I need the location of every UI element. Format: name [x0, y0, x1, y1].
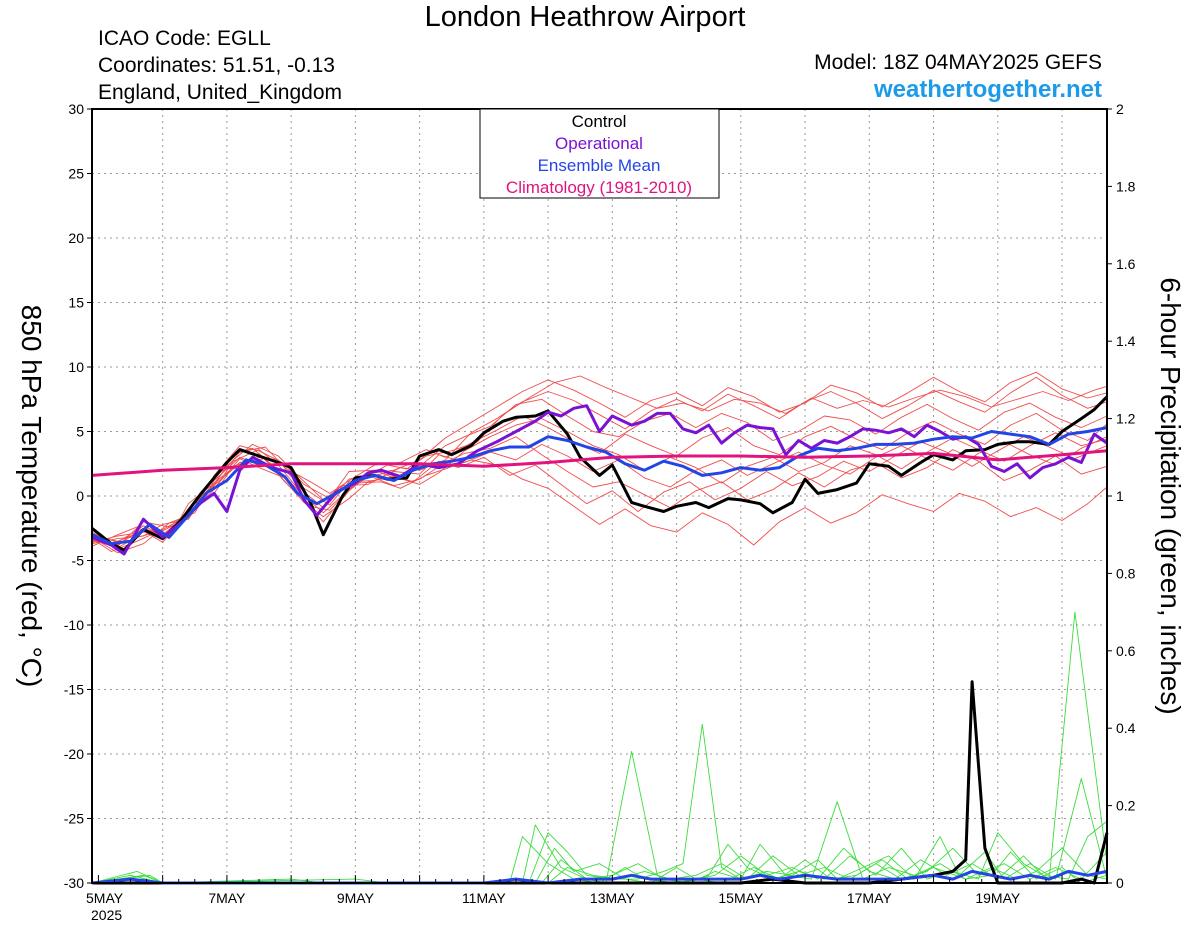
ensemble-member-precip-line: [91, 836, 1108, 884]
y-tick-label: -30: [64, 875, 84, 891]
icao-code: ICAO Code: EGLL: [98, 27, 271, 50]
y2-tick-label: 1.8: [1116, 178, 1136, 194]
y2-tick-label: 0.8: [1116, 565, 1136, 581]
legend-box: [479, 108, 720, 199]
legend: Control Operational Ensemble Mean Climatolo…: [479, 108, 720, 199]
control-temp-line: [91, 395, 1109, 552]
x-tick-label: 13MAY: [590, 890, 636, 906]
y-tick-label: 10: [68, 359, 84, 375]
y2-tick-label: 1.4: [1116, 333, 1136, 349]
y-tick-label: -25: [64, 811, 84, 827]
region-name: England, United_Kingdom: [98, 81, 343, 104]
y-tick-label: -10: [64, 617, 84, 633]
legend-entry: Operational: [555, 134, 643, 153]
operational-temp-line: [91, 404, 1108, 556]
model-run: Model: 18Z 04MAY2025 GEFS: [814, 51, 1102, 74]
y-tick-label: 30: [68, 101, 84, 117]
y-tick-label: 20: [68, 230, 84, 246]
x-tick-label: 17MAY: [847, 890, 893, 906]
coordinates: Coordinates: 51.51, -0.13: [98, 54, 335, 77]
chart-title: London Heathrow Airport: [424, 1, 746, 33]
y-tick-label: 5: [76, 424, 84, 440]
climatology-line: [91, 449, 1108, 477]
x-tick-label: 11MAY: [462, 890, 506, 906]
y2-tick-label: 1: [1116, 488, 1124, 504]
y2-tick-label: 1.2: [1116, 411, 1136, 427]
y2-tick-label: 0.4: [1116, 720, 1136, 736]
ensemble-member-temp-line: [91, 436, 1108, 546]
legend-entry: Ensemble Mean: [538, 156, 661, 175]
ensemble-member-precip-line: [91, 723, 1108, 884]
y-axis-label-left: 850 hPa Temperature (red, °C): [16, 304, 47, 688]
x-tick-label: 9MAY: [337, 890, 375, 906]
ensemble-member-temp-line: [91, 398, 1108, 547]
x-tick-sublabel: 2025: [91, 907, 122, 923]
ensemble-member-temp-line: [91, 436, 1108, 549]
control-precip-line: [92, 680, 1109, 885]
y2-tick-label: 0: [1116, 875, 1124, 891]
y-tick-label: -5: [72, 553, 85, 569]
y-tick-label: 0: [76, 488, 84, 504]
ensemble-member-temp-line: [91, 375, 1108, 552]
y-tick-label: 15: [68, 295, 84, 311]
y-tick-label: -20: [64, 746, 84, 762]
y-axis-label-right: 6-hour Precipitation (green, inches): [1155, 277, 1186, 715]
site-link[interactable]: weathertogether.net: [873, 76, 1102, 103]
ensemble-member-temp-line: [91, 458, 1108, 546]
legend-entry: Climatology (1981-2010): [506, 178, 692, 197]
ensemble-member-precip-line: [91, 820, 1108, 884]
y-tick-label: -15: [64, 682, 84, 698]
y2-tick-label: 1.6: [1116, 256, 1136, 272]
x-tick-label: 15MAY: [718, 890, 764, 906]
legend-entry: Control: [572, 112, 627, 131]
y2-tick-label: 2: [1116, 101, 1124, 117]
ensemble-member-precip-line: [91, 611, 1108, 884]
x-tick-label: 19MAY: [975, 890, 1021, 906]
x-tick-label: 5MAY: [86, 890, 124, 906]
y2-tick-label: 0.2: [1116, 798, 1136, 814]
x-tick-label: 7MAY: [208, 890, 246, 906]
y-tick-label: 25: [68, 166, 84, 182]
y2-tick-label: 0.6: [1116, 643, 1136, 659]
